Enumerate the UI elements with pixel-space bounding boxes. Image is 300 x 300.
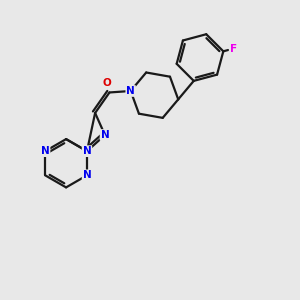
Text: N: N: [41, 146, 50, 156]
Text: F: F: [230, 44, 237, 54]
Text: N: N: [126, 86, 135, 96]
Text: O: O: [103, 78, 112, 88]
Text: N: N: [82, 146, 91, 156]
Text: N: N: [82, 170, 91, 180]
Text: N: N: [100, 130, 109, 140]
